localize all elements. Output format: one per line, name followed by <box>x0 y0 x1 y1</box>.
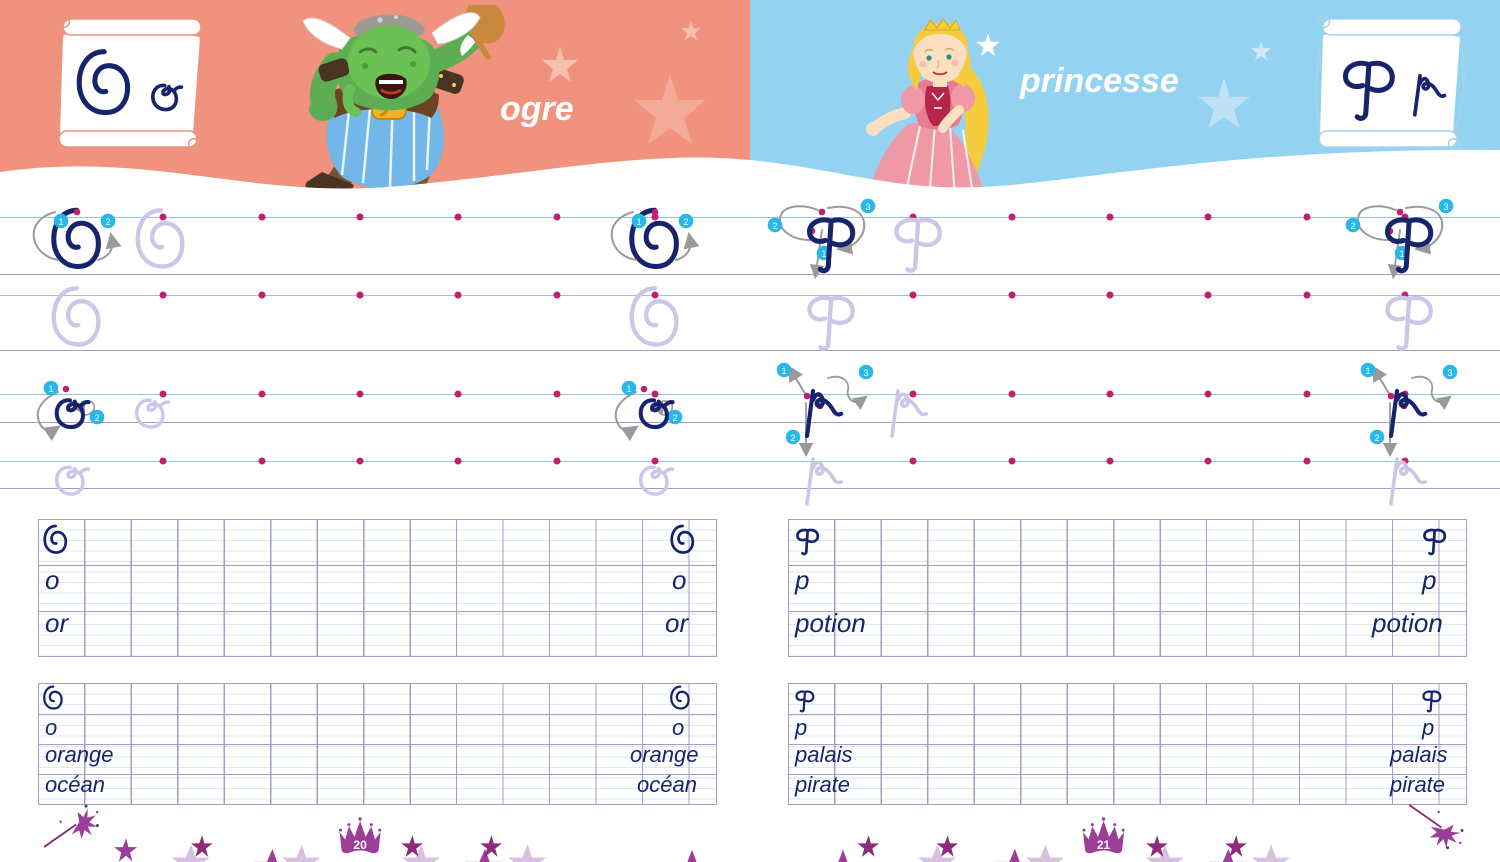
svg-text:3: 3 <box>1447 368 1452 378</box>
svg-text:2: 2 <box>1350 221 1355 231</box>
svg-text:1: 1 <box>781 366 786 376</box>
svg-text:2: 2 <box>1374 433 1379 443</box>
svg-text:3: 3 <box>863 368 868 378</box>
svg-text:2: 2 <box>790 433 795 443</box>
svg-text:20: 20 <box>353 838 367 852</box>
svg-text:21: 21 <box>1097 838 1111 852</box>
svg-text:1: 1 <box>1365 366 1370 376</box>
svg-text:2: 2 <box>772 221 777 231</box>
svg-text:1: 1 <box>626 384 631 394</box>
